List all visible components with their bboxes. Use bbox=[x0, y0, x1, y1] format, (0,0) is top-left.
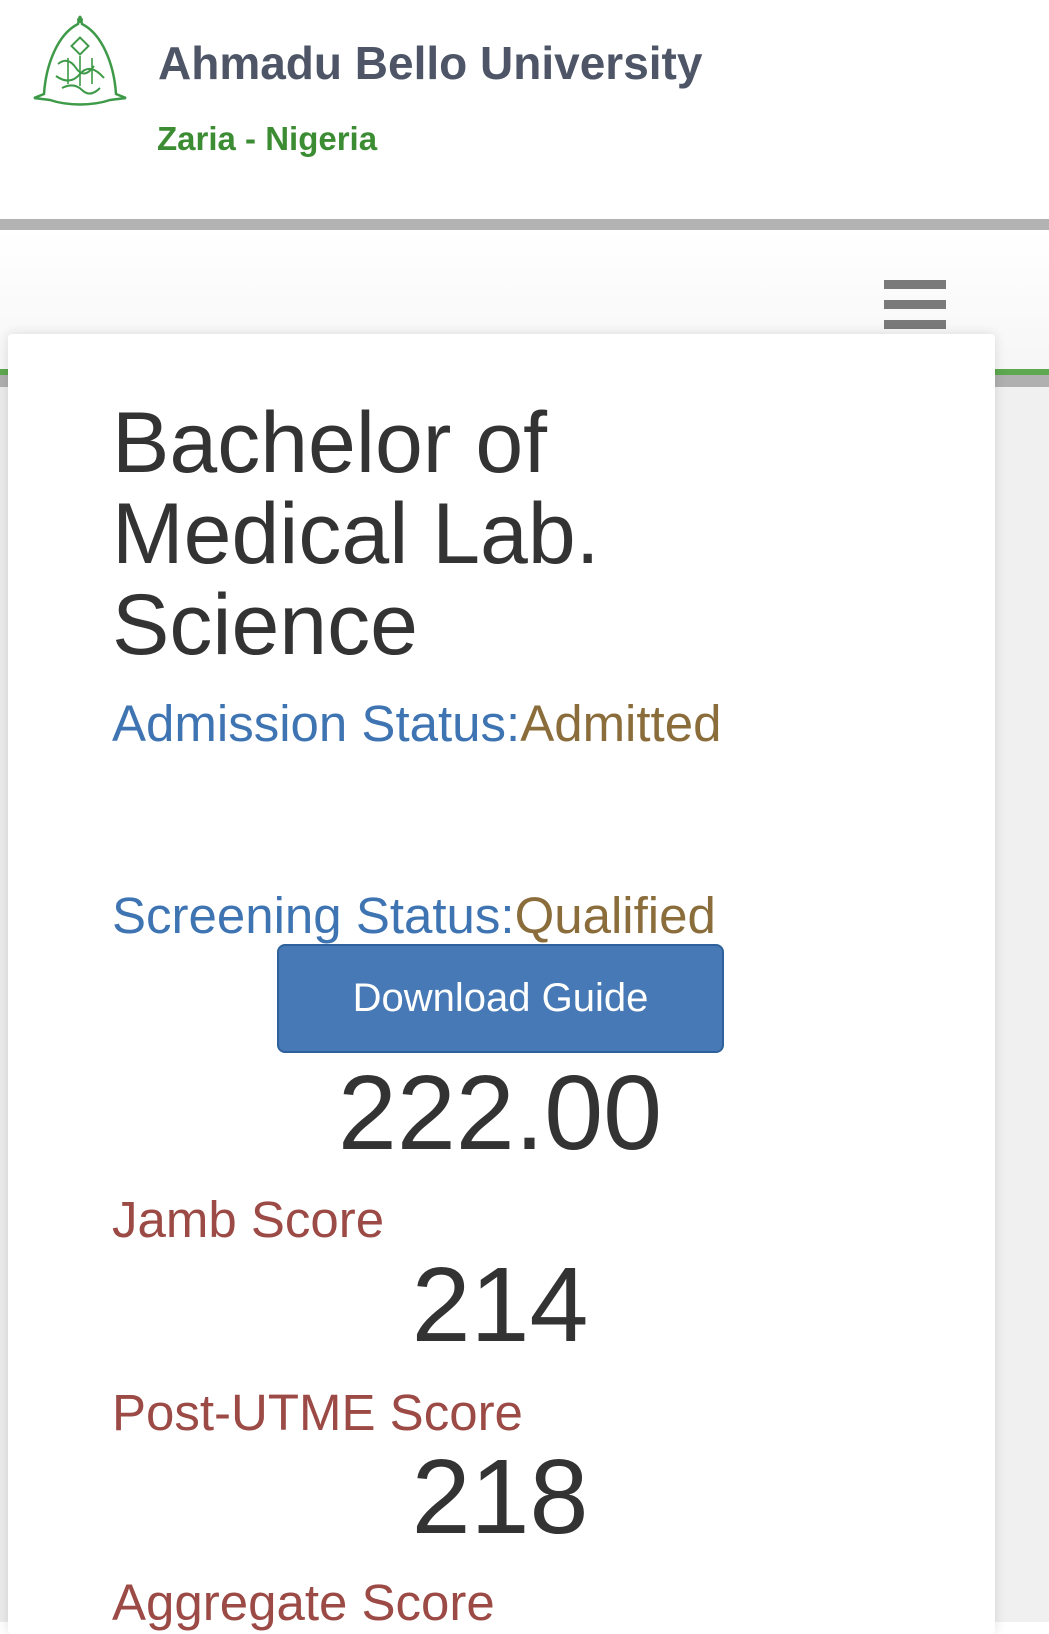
post-utme-score-value: 218 bbox=[411, 1438, 589, 1556]
aggregate-score-label: Aggregate Score bbox=[112, 1574, 495, 1631]
screening-status-value: Qualified bbox=[514, 887, 716, 944]
post-utme-score-label: Post-UTME Score bbox=[112, 1384, 523, 1441]
jamb-score-value: 214 bbox=[411, 1246, 589, 1364]
admission-status-value: Admitted bbox=[520, 695, 722, 752]
jamb-score-label: Jamb Score bbox=[112, 1191, 385, 1248]
screening-status-label: Screening Status: bbox=[112, 887, 515, 944]
programme-title: Bachelor of Medical Lab. Science bbox=[112, 395, 600, 673]
university-location: Zaria - Nigeria bbox=[157, 120, 378, 157]
abu-crest-logo bbox=[33, 15, 127, 106]
header-divider bbox=[0, 219, 1049, 230]
university-name: Ahmadu Bello University bbox=[158, 37, 703, 89]
admission-status-label: Admission Status: bbox=[112, 695, 521, 752]
download-guide-button[interactable]: Download Guide bbox=[277, 944, 724, 1053]
page-background bbox=[995, 387, 1049, 1622]
admission-status: Admission Status:Admitted bbox=[112, 694, 721, 753]
hamburger-menu-icon[interactable] bbox=[884, 280, 946, 330]
screening-status: Screening Status:Qualified bbox=[112, 886, 716, 945]
page-background-left bbox=[0, 387, 8, 1622]
aggregate-score-value: 222.00 bbox=[337, 1054, 663, 1172]
